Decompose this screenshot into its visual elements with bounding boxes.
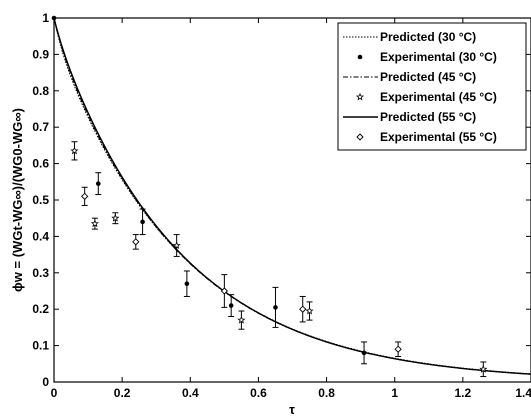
marker-star bbox=[70, 146, 79, 155]
y-tick-label: 0.4 bbox=[32, 229, 49, 243]
marker-star bbox=[479, 364, 488, 373]
y-tick-label: 1 bbox=[42, 11, 49, 25]
marker-star bbox=[355, 92, 365, 101]
x-tick-label: 1.2 bbox=[455, 386, 472, 400]
marker-star bbox=[172, 241, 181, 249]
x-tick-label: 0.4 bbox=[182, 386, 199, 400]
experimental-markers bbox=[51, 15, 488, 378]
marker-diamond bbox=[394, 345, 402, 353]
legend-box bbox=[337, 22, 527, 151]
marker-dot bbox=[140, 219, 145, 225]
marker-dot bbox=[273, 305, 278, 310]
y-tick-label: 0.8 bbox=[32, 84, 49, 98]
x-tick-label: 0 bbox=[51, 386, 58, 400]
x-axis-label: τ bbox=[289, 402, 295, 416]
legend-label: Predicted (45 °C) bbox=[380, 70, 476, 84]
marker-star bbox=[90, 219, 99, 228]
legend: Predicted (30 °C) Experimental (30 °C) Pre… bbox=[337, 22, 527, 151]
marker-diamond bbox=[220, 287, 228, 295]
x-tick-label: 1 bbox=[391, 386, 398, 400]
marker-dot bbox=[184, 281, 190, 287]
y-tick-label: 0.5 bbox=[32, 193, 49, 207]
marker-dot bbox=[357, 54, 363, 60]
marker-star bbox=[305, 306, 314, 315]
y-tick-label: 0.7 bbox=[32, 120, 49, 134]
y-tick-label: 0.2 bbox=[32, 302, 49, 316]
y-tick-label: 0.3 bbox=[32, 266, 49, 280]
y-axis-ticks: 0 0.1 0.2 0.3 0.4 0.5 0.6 0.7 0.8 0.9 1 bbox=[32, 11, 531, 389]
legend-label: Predicted (55 °C) bbox=[380, 110, 476, 124]
y-tick-label: 0.9 bbox=[32, 47, 49, 61]
y-tick-label: 0.6 bbox=[32, 157, 49, 171]
legend-label: Experimental (55 °C) bbox=[380, 130, 497, 144]
marker-star bbox=[237, 315, 246, 324]
marker-diamond bbox=[81, 192, 89, 200]
legend-label: Experimental (45 °C) bbox=[380, 90, 497, 104]
marker-dot bbox=[228, 303, 234, 308]
predicted-curves bbox=[53, 17, 531, 375]
x-tick-label: 0.6 bbox=[250, 386, 267, 400]
legend-label: Predicted (30 °C) bbox=[380, 30, 476, 44]
y-axis-label: ϕw = (WGt-WG∞)/(WG0-WG∞) bbox=[10, 108, 25, 292]
x-tick-label: 0.2 bbox=[114, 386, 131, 400]
y-tick-label: 0 bbox=[42, 375, 49, 389]
marker-diamond bbox=[132, 238, 140, 246]
x-tick-label: 0.8 bbox=[318, 386, 335, 400]
marker-dot bbox=[361, 350, 367, 356]
x-axis-ticks: 0 0.2 0.4 0.6 0.8 1 1.2 1.4 bbox=[51, 18, 531, 400]
marker-star bbox=[111, 213, 120, 222]
predicted-curve bbox=[53, 17, 531, 375]
y-tick-label: 0.1 bbox=[32, 339, 49, 353]
legend-label: Experimental (30 °C) bbox=[380, 50, 497, 64]
marker-diamond bbox=[299, 305, 307, 313]
marker-diamond bbox=[356, 133, 364, 141]
marker-dot bbox=[95, 181, 101, 186]
x-tick-label: 1.4 bbox=[515, 386, 531, 400]
